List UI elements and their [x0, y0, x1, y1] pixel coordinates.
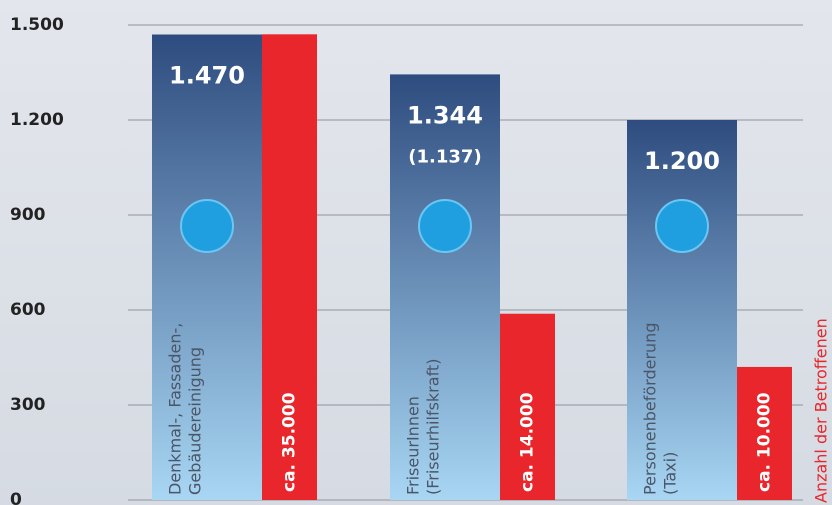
category-label: (Friseurhilfskraft) [424, 359, 443, 495]
value-label: ca. 10.000 [755, 392, 775, 492]
bar [500, 313, 555, 500]
value-label: 1.470 [169, 62, 245, 90]
icon [180, 199, 234, 253]
secondary-label: (1.137) [408, 146, 481, 167]
value-label: 1.344 [407, 101, 483, 129]
y2-axis-label: Anzahl der Betroffenen [812, 318, 831, 503]
value-label: ca. 35.000 [280, 392, 300, 492]
bar [152, 34, 262, 500]
category-label: Denkmal-, Fassaden-, [166, 323, 185, 495]
category-label: (Taxi) [661, 452, 680, 495]
icon [418, 199, 472, 253]
y-tick-label: 600 [10, 300, 46, 320]
bar [390, 74, 500, 501]
icon [655, 199, 709, 253]
y-tick-label: 1.200 [10, 110, 64, 130]
y-tick-label: 300 [10, 395, 46, 415]
y-tick-label: 900 [10, 205, 46, 225]
bar [262, 34, 317, 501]
category-label: FriseurInnen [404, 396, 423, 495]
value-label: 1.200 [644, 147, 720, 175]
bar [737, 366, 792, 500]
y-tick-label: 1.500 [10, 15, 64, 35]
y-tick-label: 0 [10, 490, 22, 505]
category-label: Personenbeförderung [641, 323, 660, 495]
category-label: Gebäudereinigung [186, 347, 205, 495]
value-label: ca. 14.000 [518, 392, 538, 492]
bar [627, 120, 737, 500]
